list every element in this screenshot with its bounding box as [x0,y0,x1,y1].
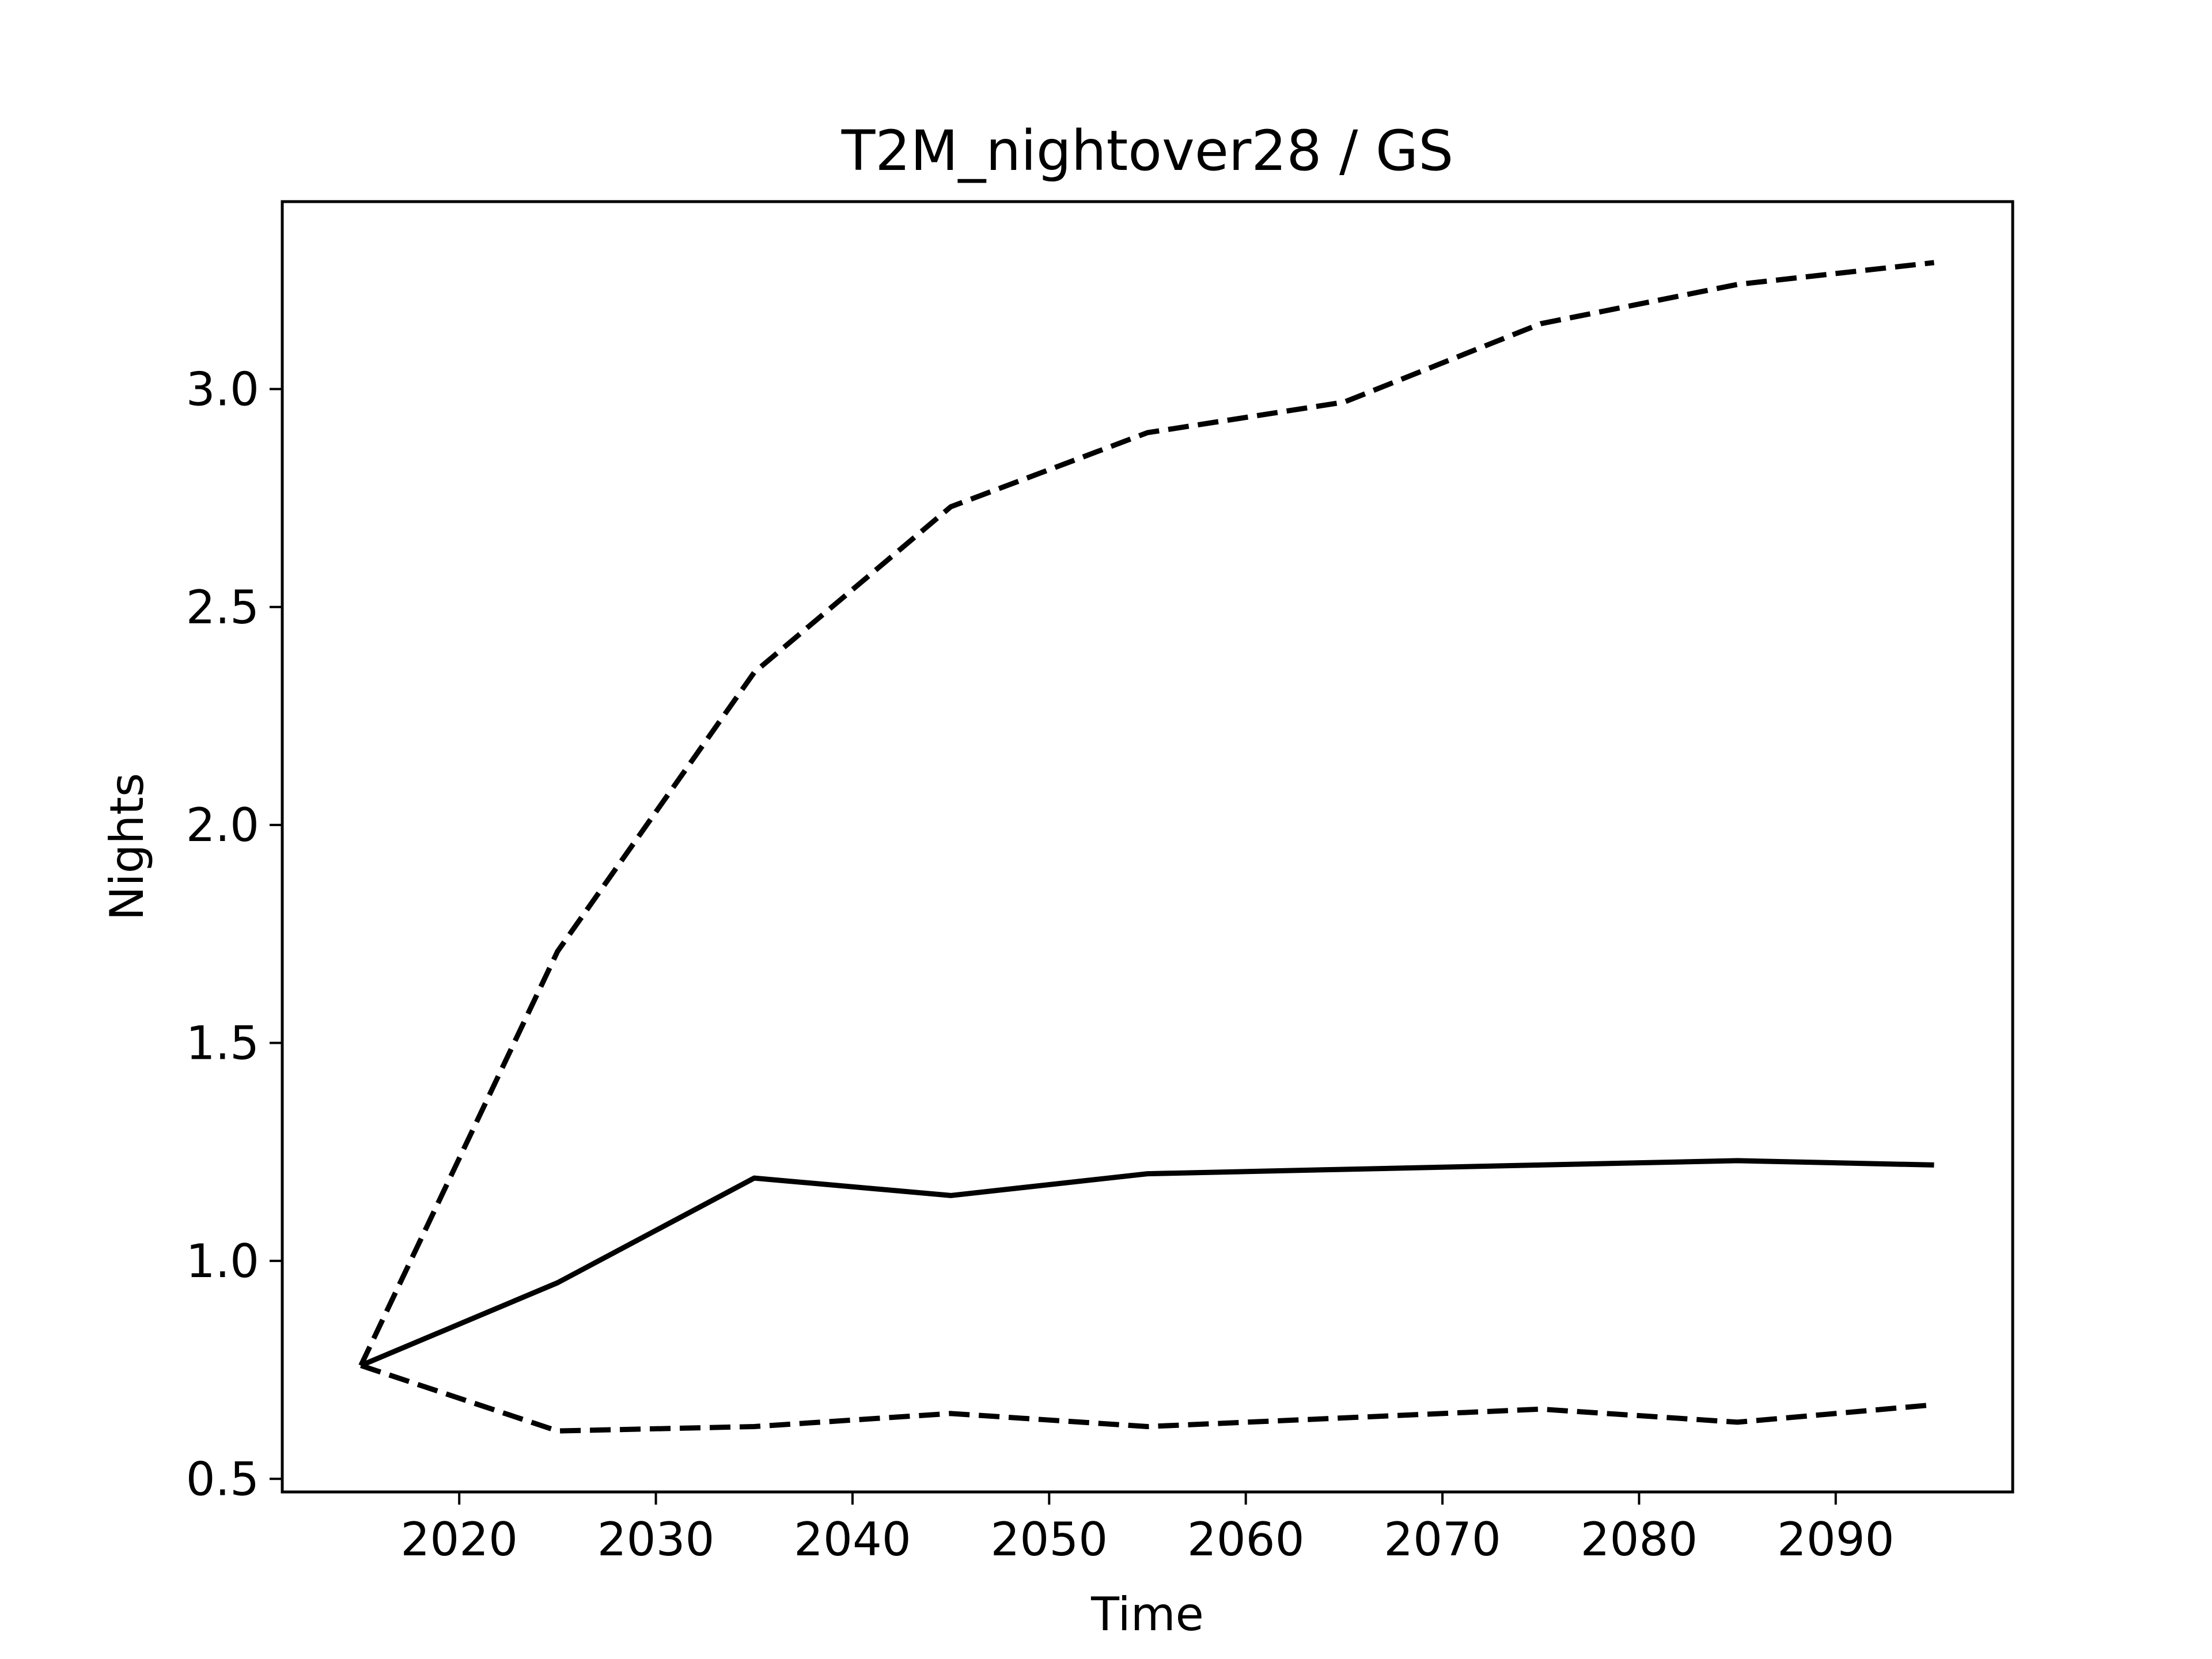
series-line-3 [360,1363,1934,1434]
x-tick-label: 2020 [400,1513,518,1566]
x-axis-label: Time [1090,1588,1204,1641]
y-axis-label: Nights [100,773,154,921]
series-line-1 [358,260,1934,1367]
plot-area-frame [281,200,2014,1494]
x-axis-ticks: 2020 2030 2040 2050 2060 2070 2080 2090 [400,1492,1895,1566]
y-tick-label: 0.5 [186,1452,259,1506]
y-tick-label: 1.0 [186,1234,259,1288]
y-tick-label: 3.0 [186,362,259,416]
x-tick-label: 2040 [794,1513,911,1566]
x-tick-label: 2050 [991,1513,1108,1566]
y-tick-label: 2.5 [186,581,259,634]
x-tick-label: 2030 [597,1513,715,1566]
y-tick-label: 1.5 [186,1017,259,1070]
series-line-2 [359,1158,1934,1368]
chart-title: T2M_nightover28 / GS [841,119,1453,183]
x-tick-label: 2070 [1384,1513,1501,1566]
series-layer [358,260,1934,1434]
y-tick-label: 2.0 [186,798,259,852]
y-axis-ticks: 0.5 1.0 1.5 2.0 2.5 3.0 [186,362,282,1506]
x-tick-label: 2060 [1187,1513,1305,1566]
x-tick-label: 2090 [1777,1513,1895,1566]
x-tick-label: 2080 [1581,1513,1698,1566]
